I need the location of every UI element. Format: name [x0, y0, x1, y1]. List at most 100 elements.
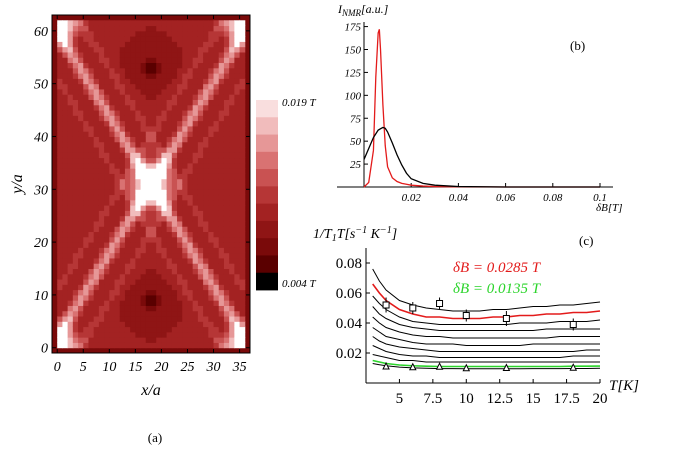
- heatmap-cell: [151, 273, 157, 280]
- heatmap-cell: [223, 104, 230, 111]
- heatmap-cell: [83, 51, 89, 58]
- heatmap-cell: [140, 88, 147, 95]
- heatmap-cell: [223, 120, 230, 127]
- heatmap-cell: [145, 120, 152, 127]
- heatmap-cell: [161, 94, 168, 100]
- heatmap-cell: [239, 73, 246, 79]
- heatmap-cell: [130, 310, 136, 317]
- heatmap-cell: [83, 326, 89, 333]
- heatmap-cell: [88, 326, 95, 333]
- heatmap-cell: [140, 294, 147, 301]
- heatmap-cell: [145, 131, 152, 137]
- heatmap-cell: [177, 305, 183, 312]
- heatmap-cell: [124, 231, 131, 238]
- heatmap-cell: [114, 231, 121, 238]
- heatmap-cell: [72, 115, 79, 122]
- heatmap-cell: [177, 136, 183, 143]
- heatmap-cell: [135, 67, 142, 74]
- heatmap-y-tick-label: 20: [34, 236, 48, 251]
- heatmap-cell: [62, 194, 69, 201]
- heatmap-cell: [114, 199, 121, 206]
- heatmap-cell: [171, 25, 178, 32]
- heatmap-cell: [156, 115, 162, 122]
- heatmap-cell: [124, 268, 131, 275]
- heatmap-cell: [187, 57, 194, 64]
- heatmap-cell: [234, 226, 241, 233]
- heatmap-cell: [223, 342, 230, 349]
- heatmap-cell: [213, 342, 220, 349]
- heatmap-cell: [145, 189, 152, 196]
- heatmap-cell: [145, 326, 152, 333]
- heatmap-cell: [83, 210, 89, 217]
- c-triangle-marker: [569, 363, 578, 371]
- c-triangle-marker: [435, 362, 444, 370]
- heatmap-cell: [166, 321, 173, 328]
- heatmap-cell: [67, 231, 74, 238]
- heatmap-cell: [83, 289, 89, 296]
- heatmap-cell: [151, 120, 157, 127]
- heatmap-cell: [203, 305, 209, 312]
- heatmap-cell: [208, 115, 215, 122]
- heatmap-cell: [135, 252, 142, 259]
- heatmap-cell: [114, 236, 121, 243]
- heatmap-cell: [187, 337, 194, 343]
- heatmap-cell: [166, 78, 173, 85]
- heatmap-cell: [104, 131, 110, 137]
- heatmap-cell: [203, 62, 209, 69]
- heatmap-cell: [182, 184, 188, 190]
- heatmap-cell: [130, 131, 136, 137]
- heatmap-cell: [62, 205, 69, 211]
- heatmap-cell: [140, 73, 147, 79]
- heatmap-cell: [145, 220, 152, 227]
- heatmap-cell: [98, 110, 105, 116]
- heatmap-cell: [124, 115, 131, 122]
- heatmap-cell: [218, 205, 225, 211]
- heatmap-cell: [104, 189, 110, 196]
- heatmap-cell: [213, 257, 220, 264]
- heatmap-cell: [213, 294, 220, 301]
- heatmap-cell: [145, 257, 152, 264]
- heatmap-cell: [234, 205, 241, 211]
- heatmap-cell: [187, 236, 194, 243]
- heatmap-cell: [114, 226, 121, 233]
- heatmap-cell: [83, 120, 89, 127]
- heatmap-cell: [88, 189, 95, 196]
- heatmap-cell: [192, 252, 199, 259]
- heatmap-cell: [62, 294, 69, 301]
- heatmap-cell: [229, 194, 235, 201]
- heatmap-cell: [197, 141, 204, 148]
- heatmap-cell: [72, 20, 79, 27]
- heatmap-cell: [109, 20, 116, 27]
- heatmap-cell: [156, 210, 162, 217]
- heatmap-cell: [192, 199, 199, 206]
- heatmap-cell: [78, 173, 84, 180]
- heatmap-cell: [67, 294, 74, 301]
- heatmap-cell: [234, 136, 241, 143]
- heatmap-cell: [83, 236, 89, 243]
- heatmap-cell: [156, 194, 162, 201]
- heatmap-cell: [109, 337, 116, 343]
- heatmap-cell: [203, 36, 209, 42]
- heatmap-cell: [109, 300, 116, 306]
- heatmap-cell: [119, 36, 126, 42]
- heatmap-cell: [98, 157, 105, 164]
- heatmap-cell: [192, 136, 199, 143]
- heatmap-cell: [213, 289, 220, 296]
- heatmap-cell: [72, 279, 79, 285]
- heatmap-cell: [218, 279, 225, 285]
- heatmap-cell: [67, 220, 74, 227]
- heatmap-cell: [156, 141, 162, 148]
- heatmap-cell: [187, 152, 194, 159]
- heatmap-cell: [62, 279, 69, 285]
- heatmap-cell: [145, 215, 152, 222]
- heatmap-cell: [140, 242, 147, 248]
- heatmap-cell: [187, 30, 194, 37]
- heatmap-cell: [182, 36, 188, 42]
- heatmap-cell: [234, 215, 241, 222]
- heatmap-cell: [223, 321, 230, 328]
- heatmap-cell: [203, 284, 209, 291]
- heatmap-cell: [213, 173, 220, 180]
- heatmap-cell: [78, 189, 84, 196]
- heatmap-cell: [208, 78, 215, 85]
- heatmap-cell: [98, 205, 105, 211]
